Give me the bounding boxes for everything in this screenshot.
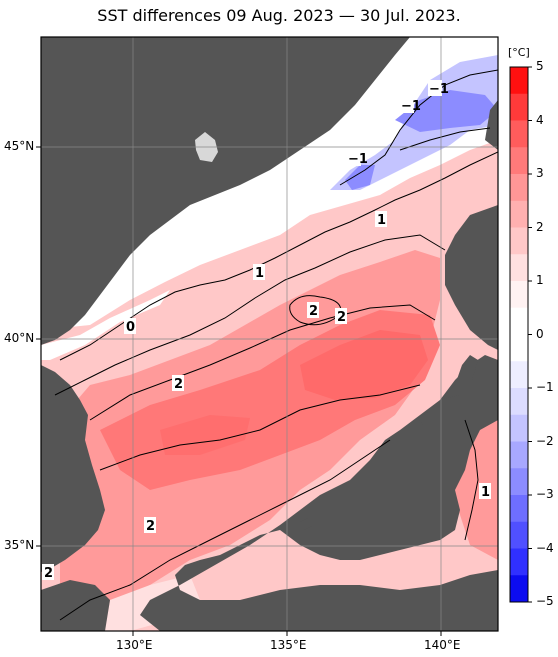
contour-label: 2 xyxy=(309,304,318,319)
colorbar-segment xyxy=(510,147,528,175)
colorbar-segment xyxy=(510,307,528,335)
colorbar-tick-label: 3 xyxy=(536,166,544,180)
near-zero-coast xyxy=(41,290,170,360)
colorbar-segment xyxy=(510,575,528,603)
contour-2c xyxy=(59,439,391,621)
colorbar-segment xyxy=(510,227,528,255)
colorbar-unit: [°C] xyxy=(508,46,530,59)
colorbar-tick-label: −1 xyxy=(536,380,554,394)
land-noto xyxy=(440,355,478,400)
land-korea xyxy=(41,365,105,572)
colorbar-tick-label: −3 xyxy=(536,487,554,501)
colorbar-segment xyxy=(510,388,528,416)
colorbar-tick-label: 5 xyxy=(536,59,544,73)
colorbar-ticks xyxy=(528,66,532,603)
colorbar-tick-label: −2 xyxy=(536,433,554,448)
island-sado xyxy=(418,412,432,426)
colorbar-segment xyxy=(510,67,528,95)
colorbar-segment xyxy=(510,521,528,549)
anomaly-area-neg-core xyxy=(395,90,498,132)
anomaly-area-neg-2 xyxy=(345,165,375,190)
lat-label-45: 45°N xyxy=(4,139,35,153)
contour-label: 1 xyxy=(377,213,386,228)
land-kyushu xyxy=(41,580,110,631)
lat-label-40: 40°N xyxy=(4,331,35,345)
colorbar-segment xyxy=(510,281,528,309)
lon-label-140: 140°E xyxy=(424,638,461,652)
colorbar-segment xyxy=(510,495,528,523)
land-hokkaido xyxy=(485,37,498,150)
contour-label: −1 xyxy=(348,152,368,167)
map-frame xyxy=(40,36,499,632)
colorbar-tick-label: 0 xyxy=(536,326,544,341)
contour-label: 2 xyxy=(146,519,155,534)
contour-0 xyxy=(59,151,498,361)
colorbar xyxy=(510,67,528,603)
contour-label: −1 xyxy=(429,82,449,97)
contour-label-group: −1 −1 −1 1 1 0 2 2 2 2 1 2 xyxy=(42,80,491,581)
axis-ticks xyxy=(36,146,442,636)
colorbar-segment xyxy=(510,174,528,202)
colorbar-segment xyxy=(510,334,528,362)
colorbar-tick-label: −5 xyxy=(536,594,554,608)
lon-label-135: 135°E xyxy=(270,638,307,652)
contour-label: 1 xyxy=(255,266,264,281)
land-northern-japan xyxy=(445,205,498,350)
contour-1 xyxy=(54,234,446,396)
contour-label: 2 xyxy=(337,310,346,325)
contour-label: 0 xyxy=(126,320,135,335)
contour-neg1 xyxy=(339,69,498,186)
anomaly-area-core xyxy=(300,330,428,400)
island-oki xyxy=(300,518,312,530)
contour-label: 2 xyxy=(174,377,183,392)
colorbar-segment xyxy=(510,441,528,469)
contour-label: 1 xyxy=(481,485,490,500)
colorbar-segment xyxy=(510,93,528,121)
colorbar-segment xyxy=(510,414,528,442)
colorbar-segment xyxy=(510,361,528,389)
colorbar-segment xyxy=(510,468,528,496)
colorbar-tick-label: 4 xyxy=(536,112,544,127)
map-title: SST differences 09 Aug. 2023 — 30 Jul. 2… xyxy=(97,6,461,25)
colorbar-segment xyxy=(510,120,528,148)
contour-2b xyxy=(99,384,421,471)
lon-label-130: 130°E xyxy=(116,638,153,652)
lat-label-35: 35°N xyxy=(4,538,35,552)
colorbar-segment xyxy=(510,254,528,282)
colorbar-tick-label: 2 xyxy=(536,219,544,234)
colorbar-segment xyxy=(510,548,528,576)
contour-lines xyxy=(54,69,498,621)
contour-label: −1 xyxy=(401,99,421,114)
contour-label: 2 xyxy=(44,566,53,581)
contour-neg1b xyxy=(399,127,491,151)
colorbar-tick-label: −4 xyxy=(536,540,554,555)
colorbar-tick-label: 1 xyxy=(536,273,544,287)
contour-east-1 xyxy=(464,419,479,541)
land-honshu xyxy=(140,355,498,631)
colorbar-segment xyxy=(510,200,528,228)
